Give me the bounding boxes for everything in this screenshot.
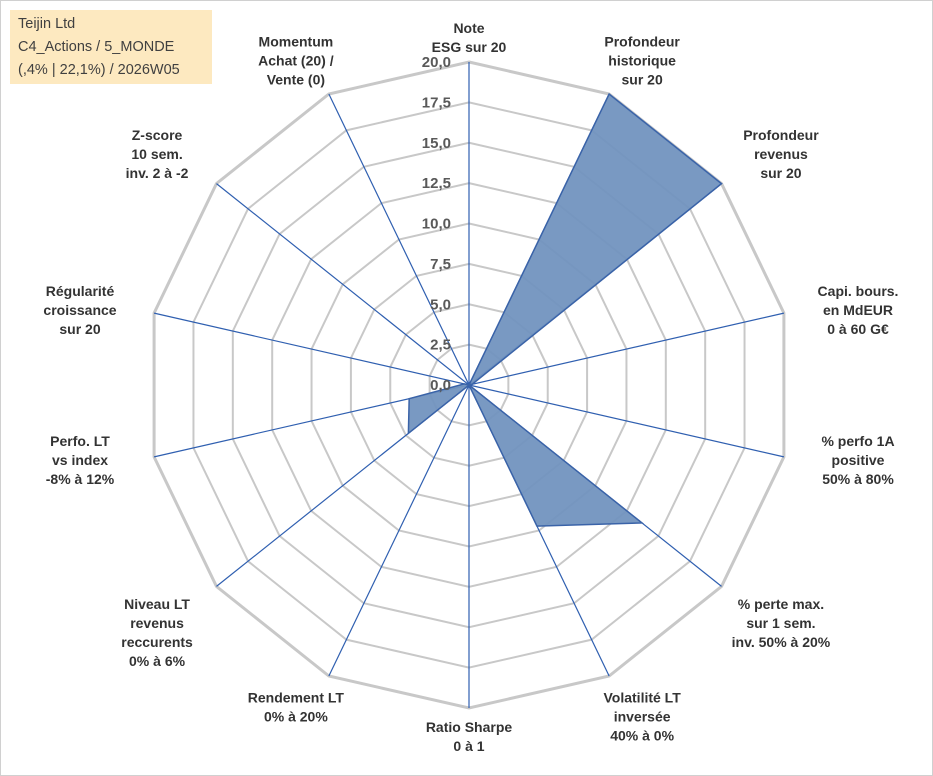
axis-label: Niveau LT revenus reccurents 0% à 6% xyxy=(121,596,193,669)
tick-label: 17,5 xyxy=(422,94,451,111)
axis-label: % perfo 1A positive 50% à 80% xyxy=(821,433,894,487)
axis-label-line: 10 sem. xyxy=(131,146,182,162)
axis-label: Volatilité LT inversée 40% à 0% xyxy=(603,690,681,744)
axis-label-line: Volatilité LT xyxy=(603,690,681,706)
radar-axis-labels: Note ESG sur 20 Profondeur historique sur 20… xyxy=(43,20,898,754)
axis-label-line: sur 20 xyxy=(621,71,662,87)
radar-tick-labels: 0,0 2,5 5,0 7,5 10,0 12,5 15,0 17,5 20,0 xyxy=(422,54,451,394)
axis-label-line: Profondeur xyxy=(604,33,680,49)
axis-label-line: Capi. bours. xyxy=(818,283,899,299)
axis-label-line: Rendement LT xyxy=(248,690,345,706)
axis-spoke xyxy=(468,312,785,386)
axis-label-line: 0% à 20% xyxy=(264,709,328,725)
axis-label: Perfo. LT vs index -8% à 12% xyxy=(46,433,115,487)
tick-label: 7,5 xyxy=(430,256,451,273)
axis-label: Capi. bours. en MdEUR 0 à 60 G€ xyxy=(818,283,899,337)
axis-label-line: inv. 2 à -2 xyxy=(126,165,189,181)
axis-label-line: historique xyxy=(608,52,676,68)
axis-label-line: en MdEUR xyxy=(823,302,893,318)
axis-label-line: Achat (20) / xyxy=(258,52,334,68)
axis-label-line: 0 à 1 xyxy=(453,738,484,754)
axis-label-line: 40% à 0% xyxy=(610,728,674,744)
axis-label: Profondeur historique sur 20 xyxy=(604,33,680,87)
tick-label: 0,0 xyxy=(430,377,451,394)
axis-spoke xyxy=(468,384,785,458)
axis-label-line: Ratio Sharpe xyxy=(426,719,513,735)
radar-series xyxy=(407,92,723,527)
tick-label: 10,0 xyxy=(422,216,451,233)
axis-label: Momentum Achat (20) / Vente (0) xyxy=(258,33,334,87)
axis-label-line: inv. 50% à 20% xyxy=(732,634,831,650)
axis-spoke xyxy=(153,312,470,386)
axis-label-line: ESG sur 20 xyxy=(432,39,507,55)
axis-label-line: Note xyxy=(453,20,484,36)
axis-label-line: sur 20 xyxy=(760,165,801,181)
axis-label-line: % perfo 1A xyxy=(821,433,894,449)
axis-label: Rendement LT 0% à 20% xyxy=(248,690,345,725)
axis-label-line: reccurents xyxy=(121,634,193,650)
portfolio-category: C4_Actions / 5_MONDE xyxy=(18,39,175,55)
axis-label-line: revenus xyxy=(754,146,808,162)
axis-label-line: % perte max. xyxy=(738,596,824,612)
axis-label-line: Niveau LT xyxy=(124,596,190,612)
axis-label-line: 0 à 60 G€ xyxy=(827,321,889,337)
axis-label-line: Profondeur xyxy=(743,127,819,143)
axis-label-line: Momentum xyxy=(259,33,334,49)
axis-label: Z-score 10 sem. inv. 2 à -2 xyxy=(126,127,189,181)
axis-label-line: -8% à 12% xyxy=(46,471,115,487)
axis-label-line: Z-score xyxy=(132,127,183,143)
axis-label-line: positive xyxy=(832,452,885,468)
axis-spoke xyxy=(328,93,470,386)
axis-label-line: inversée xyxy=(614,709,671,725)
axis-spoke xyxy=(328,384,470,677)
company-name: Teijin Ltd xyxy=(18,16,76,32)
axis-label-line: Régularité xyxy=(46,283,115,299)
axis-label: % perte max. sur 1 sem. inv. 50% à 20% xyxy=(732,596,831,650)
axis-label-line: 0% à 6% xyxy=(129,653,186,669)
tick-label: 5,0 xyxy=(430,296,451,313)
axis-label-line: sur 20 xyxy=(59,321,100,337)
tick-label: 20,0 xyxy=(422,54,451,71)
info-box: Teijin Ltd C4_Actions / 5_MONDE (,4% | 2… xyxy=(10,10,212,84)
axis-label: Régularité croissance sur 20 xyxy=(43,283,116,337)
axis-label-line: Vente (0) xyxy=(267,71,325,87)
tick-label: 15,0 xyxy=(422,135,451,152)
axis-label-line: croissance xyxy=(43,302,116,318)
axis-spoke xyxy=(216,183,470,386)
axis-label: Profondeur revenus sur 20 xyxy=(743,127,819,181)
axis-label-line: vs index xyxy=(52,452,108,468)
series-area xyxy=(407,92,723,527)
tick-label: 2,5 xyxy=(430,337,451,354)
axis-label-line: revenus xyxy=(130,615,184,631)
tick-label: 12,5 xyxy=(422,175,451,192)
axis-label-line: sur 1 sem. xyxy=(746,615,815,631)
axis-label-line: Perfo. LT xyxy=(50,433,110,449)
axis-label-line: 50% à 80% xyxy=(822,471,894,487)
axis-label: Note ESG sur 20 xyxy=(432,20,507,55)
axis-label: Ratio Sharpe 0 à 1 xyxy=(426,719,513,754)
performance-period: (,4% | 22,1%) / 2026W05 xyxy=(18,62,180,78)
